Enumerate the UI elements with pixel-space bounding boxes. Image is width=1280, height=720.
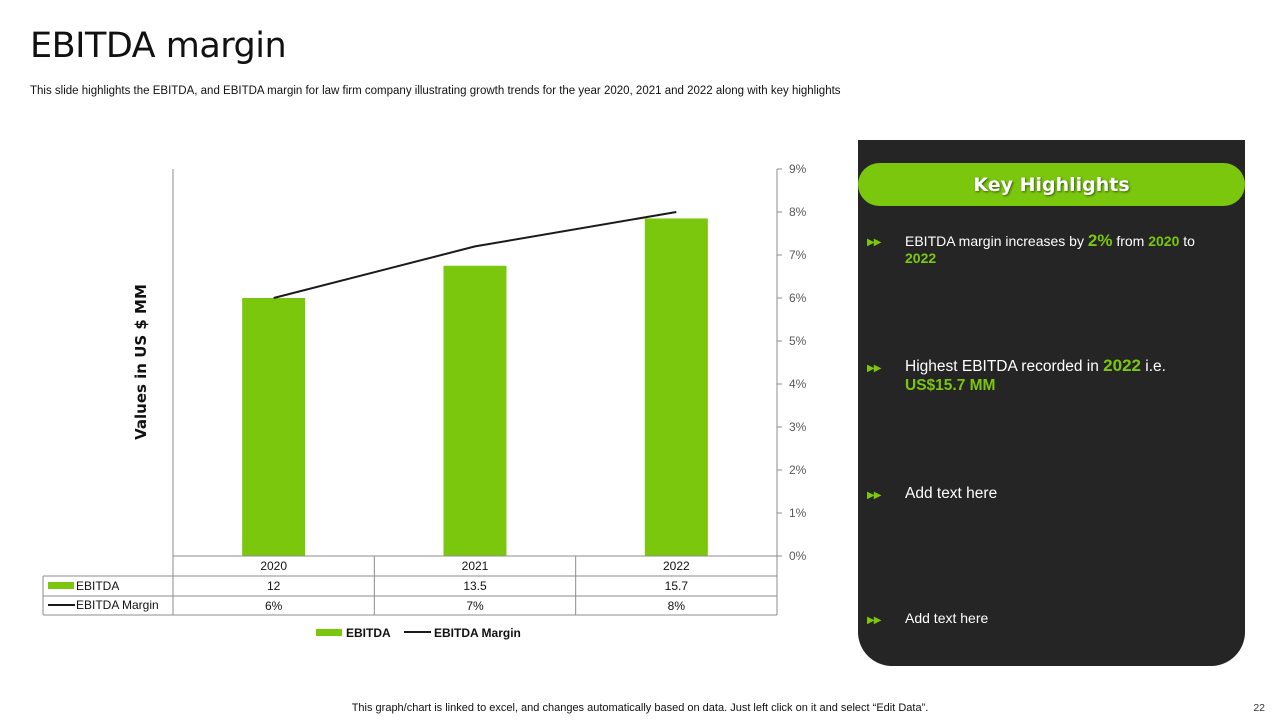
table-margin-value: 7% — [466, 599, 484, 613]
bar-ebitda-2022 — [644, 218, 708, 556]
key-highlights-title: Key Highlights — [973, 173, 1130, 196]
y2-tick-label: 9% — [789, 162, 807, 176]
highlight-text: Add text here — [905, 610, 989, 626]
y2-tick-label: 2% — [789, 463, 807, 477]
ebitda-chart: 0% 1% 2% 3% 4% 5% 6% 7% 8% 9% Values in US $ MM 202… — [42, 162, 807, 640]
highlight-text: Add text here — [905, 485, 998, 502]
table-ebitda-value: 15.7 — [665, 579, 689, 593]
y-axis-title: Values in US $ MM — [132, 284, 150, 440]
legend-ebitda-label: EBITDA — [346, 626, 391, 640]
legend-margin-label: EBITDA Margin — [434, 626, 521, 640]
line-ebitda-margin — [273, 211, 677, 299]
table-row-header: EBITDA Margin — [76, 598, 159, 612]
y2-tick-label: 0% — [789, 549, 807, 563]
table-ebitda-value: 13.5 — [463, 579, 487, 593]
page-number: 22 — [1253, 702, 1265, 714]
page-title: EBITDA margin — [30, 26, 287, 66]
bullet-arrow-icon: ▶▶ — [867, 237, 881, 248]
table-category-label: 2022 — [663, 559, 690, 573]
y2-tick-label: 7% — [789, 248, 807, 262]
highlight-text: Highest EBITDA recorded in 2022 i.e. US$… — [905, 356, 1166, 394]
highlight-text: EBITDA margin increases by 2% from 2020 … — [905, 231, 1195, 266]
y2-tick-label: 4% — [789, 377, 807, 391]
bar-ebitda-2020 — [242, 298, 306, 556]
table-category-label: 2021 — [462, 559, 489, 573]
table-ebitda-legend-key — [48, 582, 74, 589]
footer-note: This graph/chart is linked to excel, and… — [351, 702, 929, 714]
page-subtitle: This slide highlights the EBITDA, and EB… — [30, 85, 841, 97]
legend-ebitda-swatch — [316, 629, 342, 636]
bullet-arrow-icon: ▶▶ — [867, 490, 881, 501]
y2-tick-label: 1% — [789, 506, 807, 520]
bar-ebitda-2021 — [443, 265, 507, 556]
y2-tick-label: 5% — [789, 334, 807, 348]
table-row-header: EBITDA — [76, 579, 119, 593]
y2-tick-label: 6% — [789, 291, 807, 305]
y2-tick-label: 3% — [789, 420, 807, 434]
bullet-arrow-icon: ▶▶ — [867, 615, 881, 626]
table-ebitda-value: 12 — [267, 579, 281, 593]
y2-tick-label: 8% — [789, 205, 807, 219]
bullet-arrow-icon: ▶▶ — [867, 363, 881, 374]
key-highlights-header: Key Highlights — [858, 163, 1245, 206]
table-margin-value: 6% — [265, 599, 283, 613]
key-highlights-panel: Key Highlights ▶▶ EBITDA margin increase… — [858, 140, 1245, 666]
table-category-label: 2020 — [260, 559, 287, 573]
table-margin-value: 8% — [668, 599, 686, 613]
